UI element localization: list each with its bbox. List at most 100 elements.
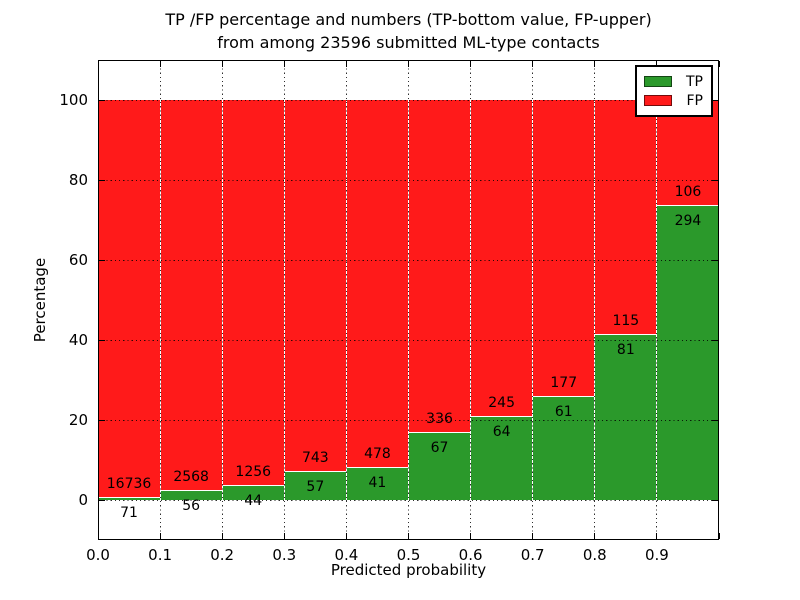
y-tick-mark-right — [712, 419, 718, 421]
x-gridline — [532, 60, 534, 540]
y-tick-mark — [99, 419, 105, 421]
tp-count-label: 64 — [492, 424, 511, 441]
legend-swatch-fp — [644, 95, 672, 106]
bar-fp-segment — [656, 100, 719, 206]
x-tick-mark-top — [656, 61, 658, 67]
x-tick-mark-top — [408, 61, 409, 67]
tp-count-label: 56 — [182, 498, 201, 515]
y-tick-mark-right — [712, 339, 718, 341]
x-tick-label: 0.4 — [334, 546, 359, 564]
legend-label-tp: TP — [686, 73, 703, 90]
y-tick-mark — [99, 99, 105, 101]
legend-swatch-tp — [644, 76, 672, 87]
y-tick-label: 80 — [68, 171, 88, 189]
x-tick-label: 0.1 — [148, 546, 173, 564]
x-tick-label: 0.9 — [644, 546, 669, 564]
y-tick-mark-right — [712, 259, 718, 261]
x-tick-mark-top — [345, 61, 347, 67]
legend-entry-tp: TP — [644, 72, 703, 91]
bar-tp-segment — [284, 471, 347, 500]
bar-tp-segment — [222, 486, 285, 500]
x-tick-mark — [718, 533, 720, 539]
x-axis-label: Predicted probability — [330, 561, 487, 579]
y-tick-label: 20 — [68, 411, 88, 429]
tp-count-label: 44 — [244, 493, 263, 510]
x-tick-mark-top — [97, 61, 99, 67]
y-tick-label: 60 — [68, 251, 88, 269]
x-tick-mark — [656, 533, 658, 539]
x-gridline — [159, 60, 161, 540]
bar-fp-segment — [98, 100, 161, 499]
bar-tp-segment — [656, 206, 719, 500]
fp-count-label: 743 — [301, 449, 329, 466]
y-tick-mark — [99, 259, 105, 261]
x-tick-label: 0.5 — [396, 546, 421, 564]
x-tick-mark — [532, 533, 534, 539]
bar-fp-segment — [222, 100, 285, 487]
bar-tp-segment — [408, 433, 471, 500]
chart-title: TP /FP percentage and numbers (TP-bottom… — [98, 8, 719, 54]
fp-count-label: 177 — [550, 375, 578, 392]
x-tick-mark-top — [718, 61, 720, 67]
x-tick-mark — [283, 533, 285, 539]
bar-tp-segment — [346, 468, 409, 500]
tp-count-label: 67 — [430, 440, 449, 457]
bar-tp-segment — [98, 498, 161, 500]
bar-tp-segment — [532, 397, 595, 500]
y-tick-mark-right — [712, 99, 718, 101]
x-tick-mark-top — [532, 61, 534, 67]
bar-top-edge — [284, 470, 347, 472]
legend-label-fp: FP — [686, 92, 704, 109]
legend-entry-fp: FP — [644, 91, 703, 110]
bar-top-edge — [222, 485, 285, 487]
x-tick-mark-top — [594, 61, 596, 67]
chart-title-line2: from among 23596 submitted ML-type conta… — [217, 33, 600, 52]
tp-count-label: 57 — [306, 478, 325, 495]
bar-top-edge — [408, 432, 471, 434]
x-tick-mark-top — [221, 61, 223, 67]
x-gridline — [470, 60, 472, 540]
tp-count-label: 81 — [616, 341, 635, 358]
bar-fp-segment — [408, 100, 471, 434]
y-tick-label: 0 — [78, 491, 88, 509]
bar-top-edge — [532, 396, 595, 398]
fp-count-label: 245 — [488, 395, 516, 412]
y-gridline — [98, 500, 719, 501]
y-tick-mark — [99, 179, 105, 181]
x-gridline — [345, 60, 347, 540]
bar-top-edge — [656, 205, 719, 206]
tp-count-label: 294 — [674, 213, 702, 229]
x-tick-label: 0.8 — [582, 546, 607, 564]
x-gridline — [656, 60, 658, 540]
y-tick-mark — [99, 339, 105, 341]
y-tick-label: 100 — [59, 91, 88, 109]
y-tick-label: 40 — [68, 331, 88, 349]
x-gridline — [221, 60, 223, 540]
fp-count-label: 336 — [426, 411, 453, 428]
x-tick-mark-top — [283, 61, 285, 67]
y-axis-label: Percentage — [31, 257, 49, 343]
fp-count-label: 106 — [674, 184, 702, 200]
y-gridline — [98, 340, 719, 341]
fp-count-label: 2568 — [173, 469, 209, 486]
bar-top-edge — [594, 333, 657, 335]
y-gridline — [98, 260, 719, 261]
fp-count-label: 478 — [364, 446, 391, 463]
bar-tp-segment — [470, 417, 533, 500]
bar-top-edge — [160, 490, 223, 492]
plot-area: TP FP 16736 71 2568 56 1256 44 743 57 478 41 336 67… — [97, 60, 720, 540]
tp-count-label: 61 — [554, 404, 573, 421]
x-gridline — [283, 60, 285, 540]
tp-count-label: 71 — [120, 505, 138, 522]
x-tick-mark — [345, 533, 347, 539]
bar-top-edge — [98, 497, 161, 499]
x-tick-mark — [97, 533, 99, 539]
fp-count-label: 16736 — [106, 476, 152, 493]
y-gridline — [98, 180, 719, 181]
y-gridline — [98, 420, 719, 421]
x-tick-mark-top — [159, 61, 161, 67]
x-gridline — [594, 60, 596, 540]
x-tick-label: 0.6 — [458, 546, 483, 564]
legend: TP FP — [635, 65, 713, 117]
x-tick-label: 0.3 — [272, 546, 297, 564]
